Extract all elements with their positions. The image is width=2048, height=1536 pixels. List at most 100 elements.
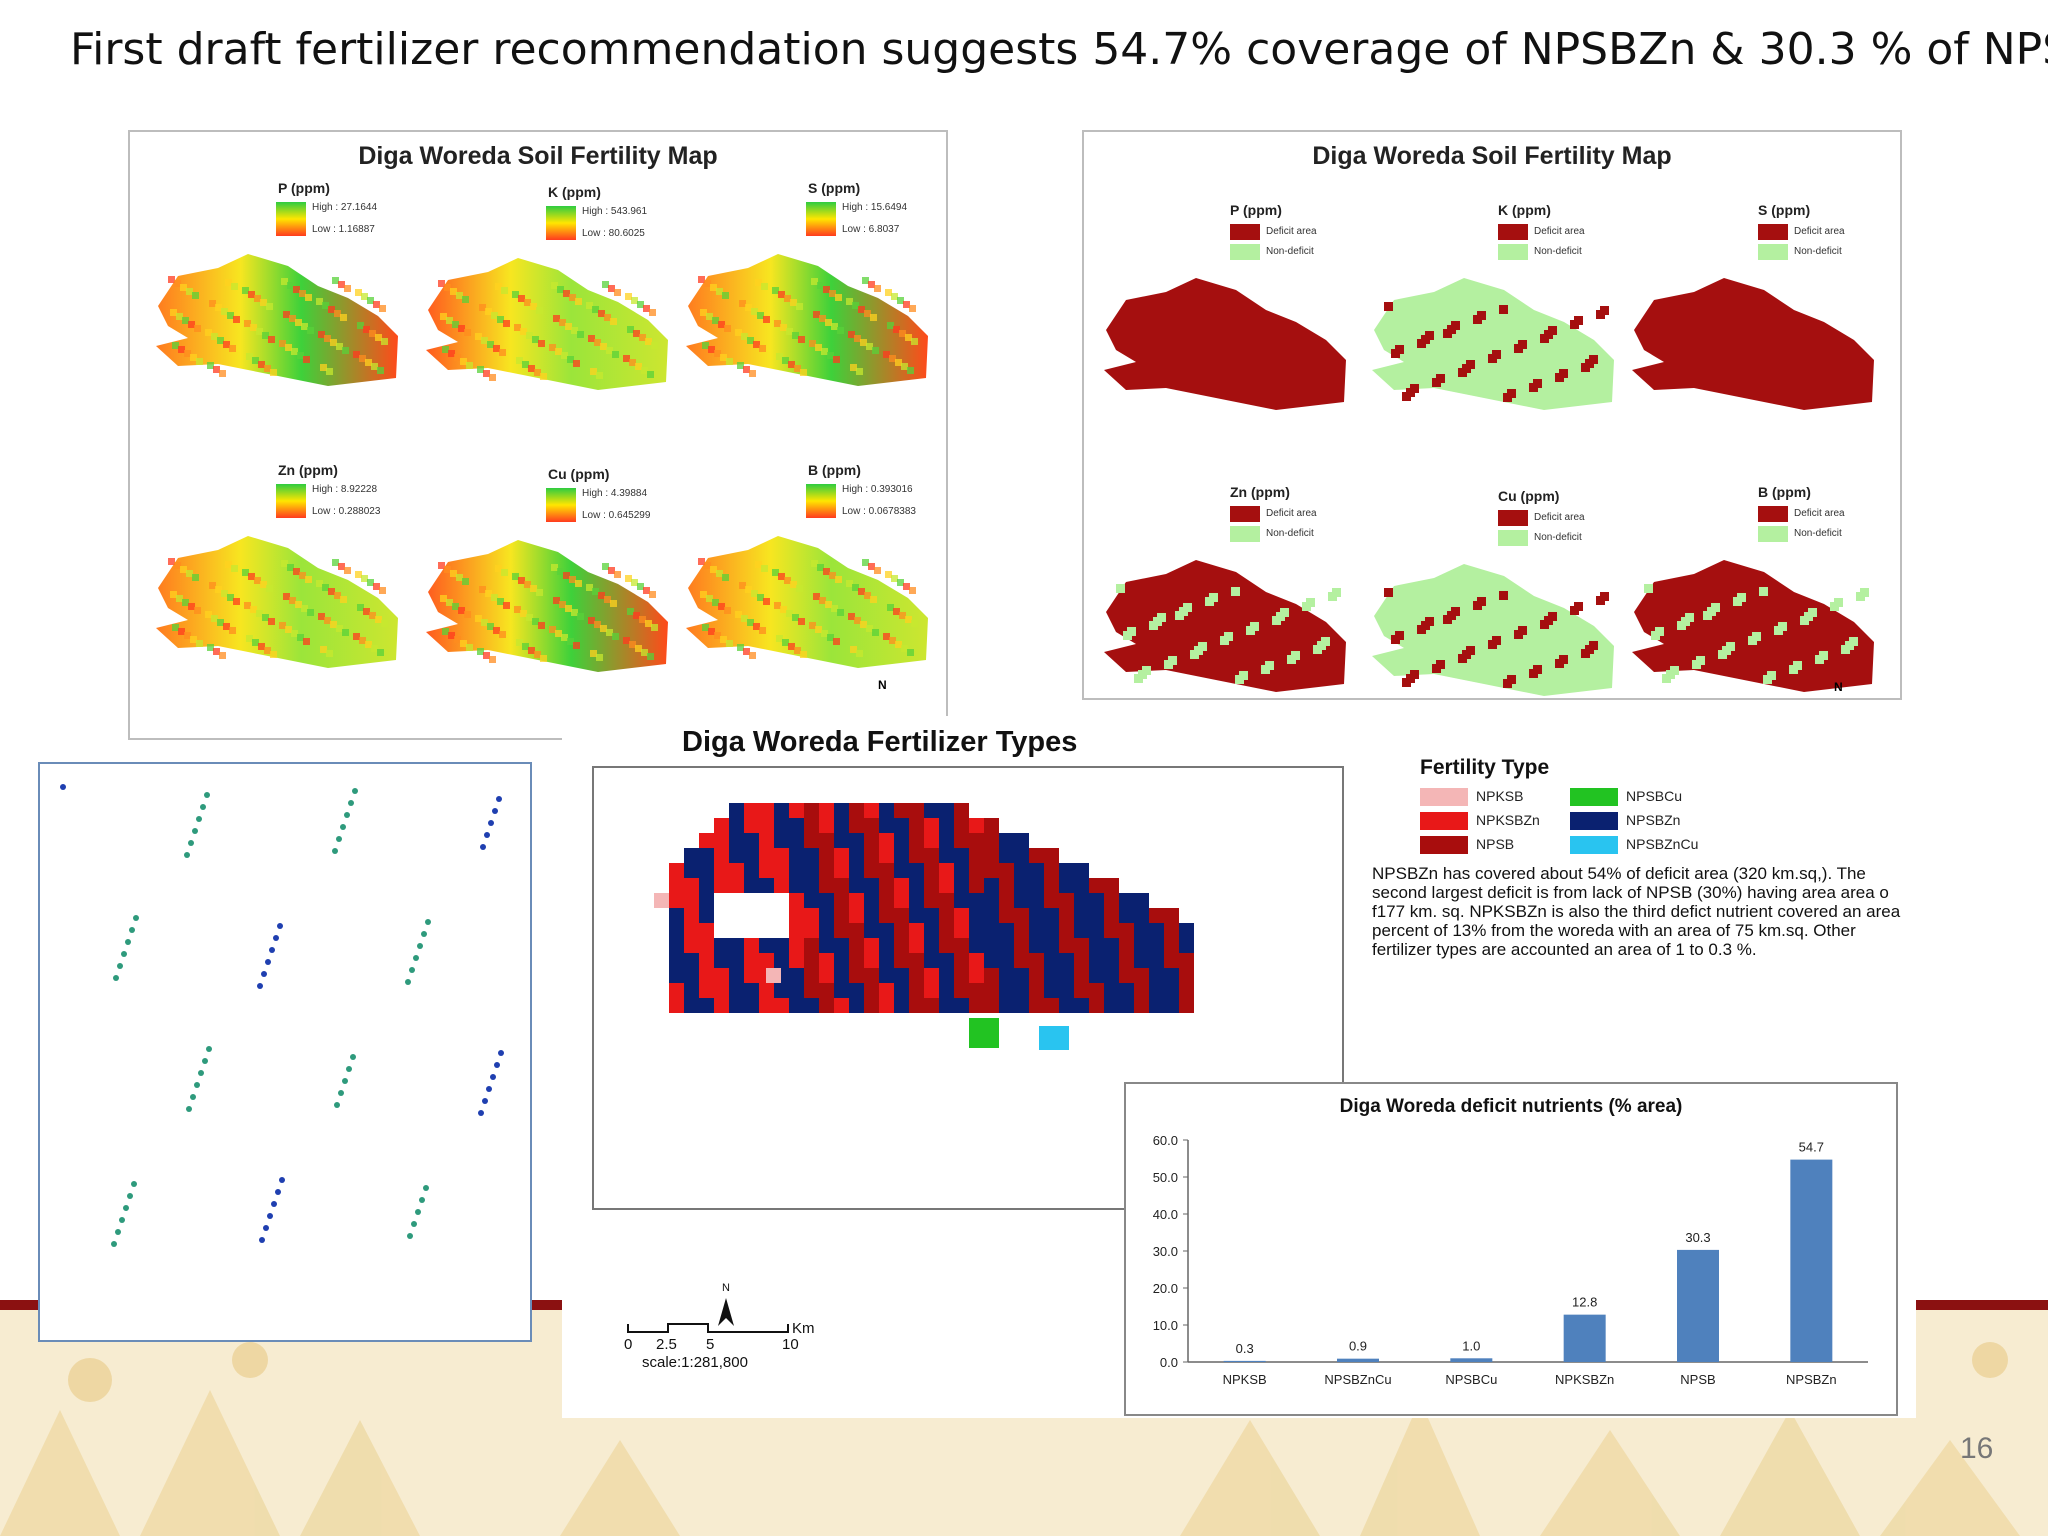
fertility-type-label: NPSBZnCu bbox=[1626, 836, 1699, 852]
sample-point bbox=[425, 919, 431, 925]
legend-high: High : 8.92228 bbox=[312, 484, 378, 495]
sample-point bbox=[482, 1098, 488, 1104]
bar bbox=[1223, 1360, 1266, 1362]
sample-point bbox=[261, 971, 267, 977]
gradient-legend-swatch bbox=[546, 488, 576, 522]
north-arrow-icon: N bbox=[878, 678, 887, 692]
legend-high: High : 4.39884 bbox=[582, 488, 648, 499]
woreda-heatmap bbox=[426, 540, 668, 672]
deficit-map-cell: B (ppm) Deficit area Non-deficit bbox=[1624, 484, 1884, 698]
sample-point bbox=[200, 804, 206, 810]
x-tick-label: NPKSB bbox=[1223, 1372, 1267, 1387]
nutrient-label: Zn (ppm) bbox=[1230, 484, 1290, 500]
y-tick-label: 0.0 bbox=[1160, 1355, 1178, 1370]
nutrient-label: K (ppm) bbox=[548, 184, 601, 200]
bar bbox=[1790, 1159, 1833, 1362]
bar-chart-svg: 0.0 10.0 20.0 30.0 40.0 50.0 60.0 0.3 NPKSB 0.9 NP… bbox=[1153, 1133, 1868, 1387]
sample-point bbox=[496, 796, 502, 802]
gradient-legend-swatch bbox=[276, 202, 306, 236]
gradient-legend-swatch bbox=[276, 484, 306, 518]
legend-deficit: Deficit area bbox=[1534, 226, 1585, 237]
sample-point bbox=[419, 1197, 425, 1203]
nutrient-label: S (ppm) bbox=[808, 180, 861, 196]
sample-point bbox=[352, 788, 358, 794]
north-arrow-icon: N bbox=[1834, 680, 1843, 694]
legend-high: High : 15.6494 bbox=[842, 202, 908, 213]
y-tick-label: 60.0 bbox=[1153, 1133, 1178, 1148]
legend-high: High : 0.393016 bbox=[842, 484, 913, 495]
data-label: 30.3 bbox=[1685, 1230, 1710, 1245]
fertility-type-label: NPSBZn bbox=[1626, 812, 1681, 828]
sample-point bbox=[490, 1074, 496, 1080]
sample-point bbox=[133, 915, 139, 921]
sample-point bbox=[115, 1229, 121, 1235]
y-tick-label: 40.0 bbox=[1153, 1207, 1178, 1222]
sample-point bbox=[492, 808, 498, 814]
scale-unit: Km bbox=[792, 1320, 815, 1337]
fertilizer-types-panel: Diga Woreda Fertilizer Types Fertility T… bbox=[562, 716, 1916, 1418]
fertility-type-legend-title: Fertility Type bbox=[1420, 756, 1550, 779]
sample-point bbox=[117, 963, 123, 969]
woreda-deficit-map bbox=[1632, 278, 1874, 410]
nutrient-label: K (ppm) bbox=[1498, 202, 1551, 218]
deficit-legend-swatch bbox=[1498, 224, 1528, 240]
non-deficit-legend-swatch bbox=[1758, 244, 1788, 260]
sample-point bbox=[350, 1054, 356, 1060]
legend-high: High : 27.1644 bbox=[312, 202, 378, 213]
gradient-fertility-map-panel: Diga Woreda Soil Fertility Map P (ppm) Hi… bbox=[128, 130, 948, 740]
sample-point bbox=[480, 844, 486, 850]
fertility-type-label: NPSBCu bbox=[1626, 788, 1683, 804]
gradient-map-cell: Cu (ppm) High : 4.39884 Low : 0.645299 bbox=[418, 466, 678, 686]
non-deficit-legend-swatch bbox=[1498, 244, 1528, 260]
sample-point bbox=[415, 1209, 421, 1215]
sample-point bbox=[279, 1177, 285, 1183]
sample-points-map bbox=[38, 762, 532, 1342]
scale-bar-graphic bbox=[627, 1298, 789, 1333]
sample-point bbox=[119, 1217, 125, 1223]
gradient-map-title: Diga Woreda Soil Fertility Map bbox=[358, 142, 718, 170]
y-tick-label: 10.0 bbox=[1153, 1318, 1178, 1333]
gradient-map-cell: S (ppm) High : 15.6494 Low : 6.8037 bbox=[678, 180, 938, 400]
sample-point bbox=[267, 1213, 273, 1219]
bar bbox=[1677, 1249, 1719, 1362]
scale-north-label: N bbox=[722, 1282, 730, 1294]
sample-point bbox=[348, 800, 354, 806]
data-label: 54.7 bbox=[1799, 1140, 1824, 1155]
sample-point bbox=[113, 975, 119, 981]
legend-low: Low : 1.16887 bbox=[312, 224, 375, 235]
deficit-fertility-map-panel: Diga Woreda Soil Fertility Map P (ppm) De… bbox=[1082, 130, 1902, 700]
x-tick-label: NPSBCu bbox=[1445, 1372, 1497, 1387]
non-deficit-legend-swatch bbox=[1498, 530, 1528, 546]
sample-point bbox=[129, 927, 135, 933]
woreda-heatmap bbox=[686, 254, 928, 386]
deficit-map-cell: Cu (ppm) Deficit area Non-deficit bbox=[1364, 488, 1624, 698]
sample-point bbox=[202, 1058, 208, 1064]
legend-deficit: Deficit area bbox=[1534, 512, 1585, 523]
fertilizer-types-map bbox=[654, 803, 1194, 1050]
sample-point bbox=[423, 1185, 429, 1191]
legend-non-deficit: Non-deficit bbox=[1266, 528, 1314, 539]
legend-low: Low : 6.8037 bbox=[842, 224, 900, 235]
bar bbox=[1563, 1314, 1606, 1362]
data-label: 1.0 bbox=[1462, 1338, 1480, 1353]
sample-point bbox=[265, 959, 271, 965]
sample-point bbox=[494, 1062, 500, 1068]
nutrient-label: Cu (ppm) bbox=[548, 466, 610, 482]
legend-non-deficit: Non-deficit bbox=[1534, 246, 1582, 257]
deficit-legend-swatch bbox=[1758, 224, 1788, 240]
fertility-type-swatch bbox=[1420, 812, 1468, 830]
deficit-legend-swatch bbox=[1230, 224, 1260, 240]
sample-point bbox=[127, 1193, 133, 1199]
sample-point bbox=[407, 1233, 413, 1239]
slide-number: 16 bbox=[1960, 1432, 1994, 1465]
x-tick-label: NPSBZnCu bbox=[1324, 1372, 1391, 1387]
sample-point bbox=[194, 1082, 200, 1088]
data-label: 0.3 bbox=[1236, 1341, 1254, 1356]
sample-point bbox=[269, 947, 275, 953]
sample-point bbox=[336, 836, 342, 842]
fertility-type-swatch bbox=[1570, 836, 1618, 854]
gradient-map-cell: K (ppm) High : 543.961 Low : 80.6025 bbox=[418, 184, 678, 404]
nutrient-label: Cu (ppm) bbox=[1498, 488, 1560, 504]
north-arrow-icon bbox=[718, 1298, 734, 1326]
bar bbox=[1337, 1358, 1379, 1362]
